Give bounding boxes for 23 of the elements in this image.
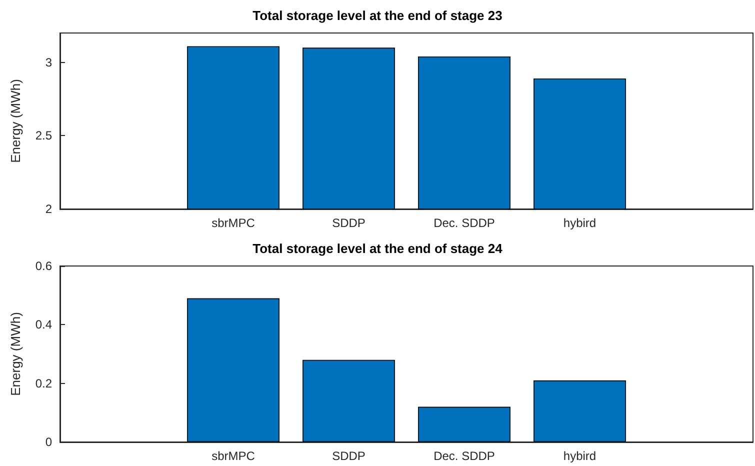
y-tick-label: 2.5: [35, 128, 52, 143]
bar: [187, 298, 280, 442]
x-tick-label: Dec. SDDP: [434, 216, 495, 230]
y-tick-label: 0.4: [35, 318, 52, 332]
x-tick-label: Dec. SDDP: [434, 449, 495, 463]
x-tick-label: SDDP: [332, 216, 366, 230]
y-axis-title: Energy (MWh): [8, 79, 23, 163]
x-tick-label: hybird: [563, 449, 596, 463]
x-tick-label: hybird: [563, 216, 596, 230]
x-tick-label: sbrMPC: [212, 216, 256, 230]
y-tick-label: 0.2: [35, 376, 52, 390]
y-axis-title: Energy (MWh): [8, 312, 23, 396]
y-tick-label: 2: [45, 202, 52, 216]
bar: [302, 360, 395, 442]
chart-title: Total storage level at the end of stage 24: [252, 241, 504, 256]
bar: [534, 380, 626, 442]
bar: [418, 406, 510, 442]
y-tick-label: 0: [45, 435, 52, 449]
y-tick-label: 0.6: [35, 259, 52, 273]
x-tick-label: sbrMPC: [212, 449, 256, 463]
chart-title: Total storage level at the end of stage 23: [252, 8, 502, 23]
x-tick-label: SDDP: [332, 449, 366, 463]
y-tick-label: 3: [45, 55, 52, 70]
